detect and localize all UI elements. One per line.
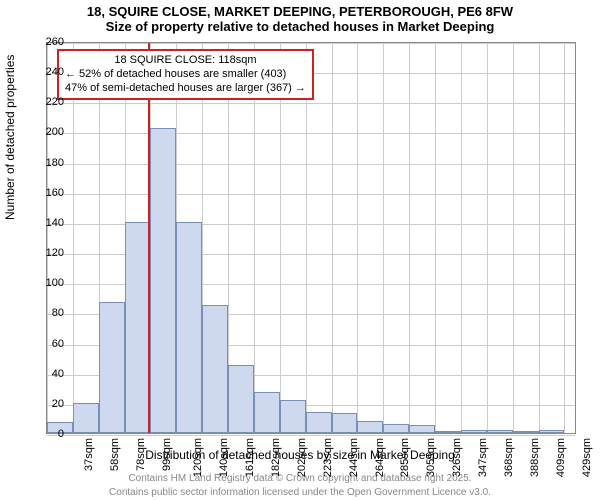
gridline-v [487,43,488,433]
x-tick-label: 244sqm [348,438,360,477]
histogram-bar [280,400,306,433]
y-tick-label: 100 [34,277,64,289]
y-tick-label: 140 [34,217,64,229]
reference-line [148,43,150,433]
x-tick-label: 285sqm [400,438,412,477]
x-tick-label: 409sqm [555,438,567,477]
x-tick-label: 37sqm [83,438,95,471]
plot-area: 18 SQUIRE CLOSE: 118sqm ← 52% of detache… [46,42,576,434]
y-tick-label: 200 [34,126,64,138]
histogram-bar [357,421,383,433]
histogram-bar [202,305,228,433]
histogram-bar [487,430,513,433]
histogram-bar [150,128,176,433]
histogram-bar [539,430,565,433]
gridline-h [47,194,575,195]
histogram-bar [306,412,332,433]
gridline-h [47,103,575,104]
histogram-bar [435,431,461,433]
gridline-v [564,43,565,433]
gridline-v [357,43,358,433]
title-line-2: Size of property relative to detached ho… [0,19,600,34]
annotation-line-left: ← 52% of detached houses are smaller (40… [65,68,306,82]
x-tick-label: 223sqm [322,438,334,477]
credit-line-2: Contains public sector information licen… [109,487,491,498]
histogram-bar [125,222,151,433]
chart-container: 18 SQUIRE CLOSE: 118sqm ← 52% of detache… [46,42,576,434]
histogram-bar [383,424,409,433]
gridline-h [47,164,575,165]
gridline-v [513,43,514,433]
histogram-bar [228,365,254,433]
y-tick-label: 180 [34,157,64,169]
gridline-v [539,43,540,433]
chart-title-block: 18, SQUIRE CLOSE, MARKET DEEPING, PETERB… [0,0,600,34]
histogram-bar [409,425,435,433]
gridline-v [409,43,410,433]
histogram-bar [73,403,99,433]
histogram-bar [254,392,280,433]
x-tick-label: 140sqm [219,438,231,477]
annotation-box: 18 SQUIRE CLOSE: 118sqm ← 52% of detache… [57,49,314,100]
x-tick-label: 99sqm [161,438,173,471]
gridline-v [306,43,307,433]
title-line-1: 18, SQUIRE CLOSE, MARKET DEEPING, PETERB… [0,4,600,19]
y-tick-label: 40 [34,368,64,380]
gridline-h [47,43,575,44]
x-tick-label: 326sqm [451,438,463,477]
histogram-bar [176,222,202,433]
y-tick-label: 240 [34,66,64,78]
x-tick-label: 264sqm [374,438,386,477]
histogram-bar [99,302,125,433]
annotation-title: 18 SQUIRE CLOSE: 118sqm [65,54,306,68]
x-tick-label: 429sqm [581,438,593,477]
y-axis-label: Number of detached properties [3,55,17,220]
y-tick-label: 20 [34,398,64,410]
histogram-bar [461,430,487,433]
x-tick-label: 161sqm [244,438,256,477]
y-tick-label: 160 [34,187,64,199]
gridline-v [383,43,384,433]
gridline-v [435,43,436,433]
gridline-h [47,133,575,134]
histogram-bar [513,431,539,433]
histogram-bar [332,413,358,433]
gridline-v [254,43,255,433]
y-tick-label: 0 [34,428,64,440]
gridline-v [280,43,281,433]
annotation-line-right: 47% of semi-detached houses are larger (… [65,82,306,96]
x-tick-label: 182sqm [270,438,282,477]
y-tick-label: 260 [34,36,64,48]
x-tick-label: 305sqm [425,438,437,477]
x-tick-label: 78sqm [135,438,147,471]
x-tick-label: 58sqm [109,438,121,471]
y-tick-label: 80 [34,307,64,319]
gridline-v [461,43,462,433]
x-tick-label: 120sqm [193,438,205,477]
x-tick-label: 202sqm [296,438,308,477]
y-tick-label: 220 [34,96,64,108]
y-tick-label: 120 [34,247,64,259]
gridline-h [47,435,575,436]
gridline-v [73,43,74,433]
x-tick-label: 388sqm [529,438,541,477]
gridline-v [332,43,333,433]
x-tick-label: 347sqm [477,438,489,477]
x-tick-label: 368sqm [503,438,515,477]
y-tick-label: 60 [34,338,64,350]
